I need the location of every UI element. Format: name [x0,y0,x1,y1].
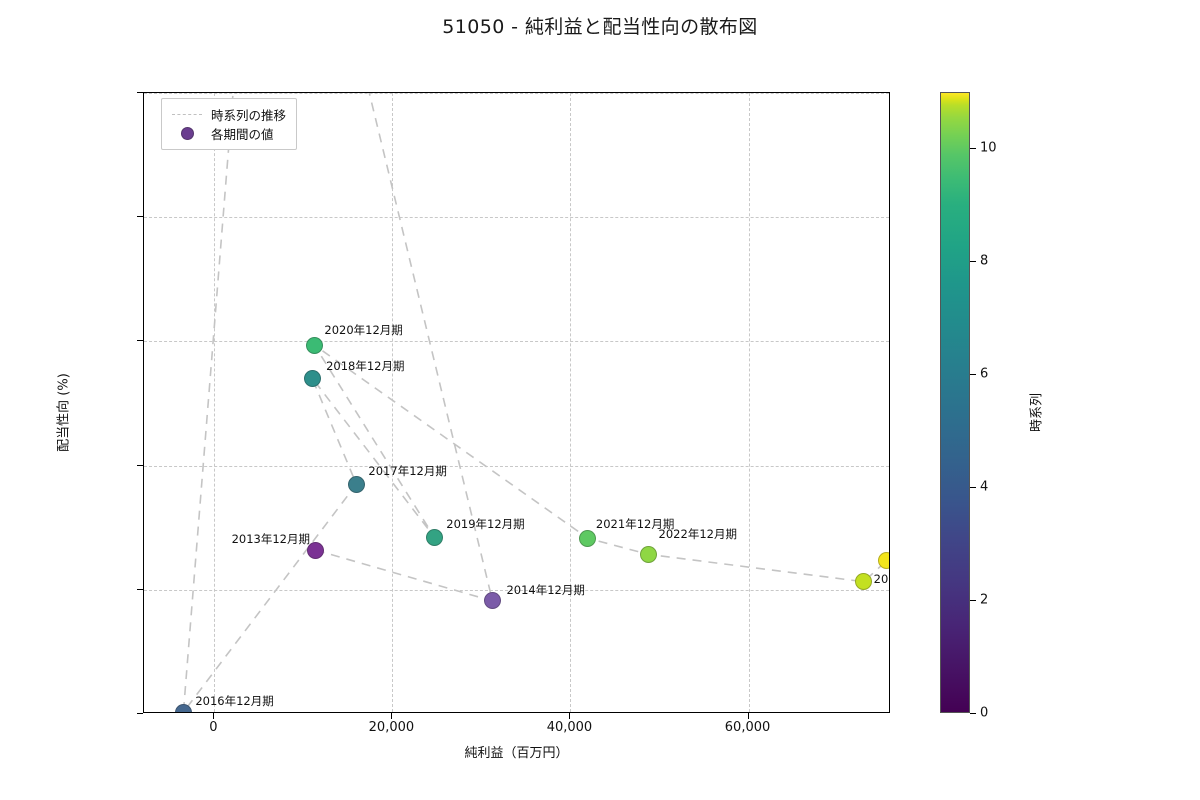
gridline-vertical [748,93,750,712]
legend-item-values: 各期間の値 [170,124,286,143]
gridline-vertical [214,93,216,712]
data-point-label: 2019年12月期 [446,517,525,531]
legend-label-values: 各期間の値 [211,127,274,142]
timeseries-connector-line [182,93,888,712]
colorbar-tick-label: 0 [980,705,989,721]
legend: 時系列の推移 各期間の値 [161,98,298,150]
data-point[interactable] [347,475,365,493]
data-point[interactable] [640,545,658,563]
y-tick-mark [137,464,143,466]
data-point[interactable] [878,552,889,570]
data-point-label: 2014年12月期 [506,582,585,597]
gridline-vertical [392,93,394,712]
x-axis-label: 純利益（百万円） [464,746,569,761]
x-tick-mark [747,713,749,719]
colorbar-tick-label: 4 [980,479,989,495]
x-tick-mark [213,713,215,719]
data-point[interactable] [307,541,325,559]
gridline-horizontal [144,341,889,343]
y-tick-mark [137,92,143,93]
data-point[interactable] [579,529,597,547]
gridline-horizontal [144,93,889,94]
data-point[interactable] [483,592,501,610]
data-point-label: 2022年12月期 [658,527,737,542]
x-tick-mark [569,713,571,719]
data-point-label: 2017年12月期 [368,464,447,479]
colorbar-tick-mark [970,600,976,602]
colorbar-tick-label: 10 [980,140,997,156]
y-tick-mark [137,588,143,590]
x-tick-label: 20,000 [368,720,415,735]
data-point[interactable] [855,573,873,591]
data-point-label: 2018年12月期 [326,359,405,374]
x-tick-label: 0 [209,720,218,735]
colorbar-tick-mark [970,261,976,263]
gridline-horizontal [144,465,889,467]
y-tick-mark [137,713,143,714]
plot-area: 2013年12月期 2014年12月期 2016年12月期 2017年12月期 2018… [143,92,890,713]
y-tick-mark [137,340,143,342]
page-title: 51050 - 純利益と配当性向の散布図 [442,16,758,38]
data-point-label: 2013年12月期 [231,532,310,547]
data-point-label: 2023年12月期 [873,571,889,586]
x-tick-mark [391,713,393,719]
y-axis-label: 配当性向 (%) [56,373,72,452]
y-tick-mark [137,216,143,218]
data-point[interactable] [303,369,321,387]
colorbar-tick-mark [970,148,976,150]
data-point-label: 2020年12月期 [324,323,403,338]
colorbar-tick-mark [970,713,976,714]
data-point[interactable] [305,336,323,354]
data-point-label: 2016年12月期 [195,694,274,709]
colorbar [940,92,970,713]
gridline-vertical [570,93,572,712]
x-tick-label: 40,000 [546,720,593,735]
colorbar-tick-label: 8 [980,253,989,269]
data-point[interactable] [425,528,443,546]
timeseries-polyline [182,93,888,712]
dashed-line-icon [170,114,204,115]
gridline-horizontal [144,217,889,219]
colorbar-tick-label: 2 [980,592,989,608]
colorbar-tick-mark [970,487,976,489]
x-tick-label: 60,000 [724,720,771,735]
legend-item-trend: 時系列の推移 [170,105,286,124]
colorbar-label: 時系列 [1029,393,1045,433]
legend-label-trend: 時系列の推移 [211,108,287,123]
gridline-horizontal [144,589,889,591]
colorbar-tick-label: 6 [980,366,989,382]
circle-marker-icon [170,127,204,140]
colorbar-gradient [941,93,969,712]
data-point-label: 2021年12月期 [595,517,675,532]
colorbar-tick-mark [970,374,976,376]
